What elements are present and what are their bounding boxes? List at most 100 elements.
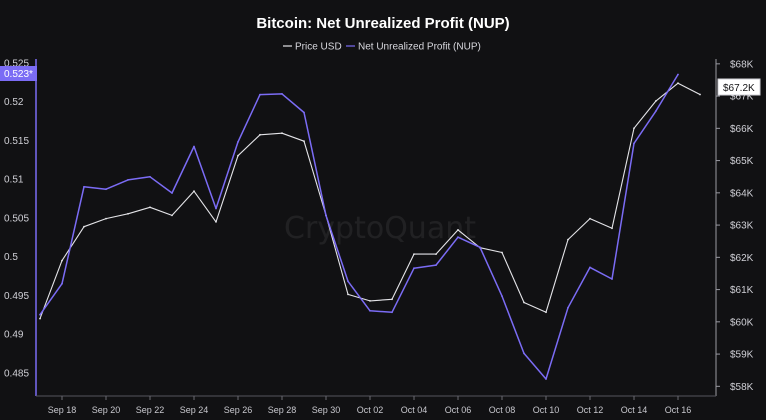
left-tick-label: 0.485 (4, 368, 29, 379)
nup-point (193, 145, 195, 148)
left-tick-label: 0.505 (4, 213, 29, 224)
nup-point (457, 236, 459, 239)
price-usd-point (105, 217, 107, 220)
nup-point (545, 378, 547, 380)
nup-point (369, 309, 371, 312)
x-tick-label: Oct 04 (401, 405, 428, 415)
nup-point (677, 73, 679, 76)
right-tick-label: $58K (730, 382, 754, 393)
badges: 0.523* $67.2K (0, 66, 761, 96)
left-badge-bg (0, 66, 37, 81)
nup-point (215, 207, 217, 210)
right-tick-label: $65K (730, 156, 754, 167)
x-tick-label: Oct 14 (621, 405, 648, 415)
x-tick-label: Sep 30 (312, 405, 341, 415)
x-tick-label: Oct 16 (665, 405, 692, 415)
x-tick-label: Oct 10 (533, 405, 560, 415)
nup-point (325, 214, 327, 217)
price-usd-point (149, 206, 151, 209)
nup-point (611, 278, 613, 280)
x-tick-label: Sep 20 (92, 405, 121, 415)
price-usd-point (39, 317, 41, 320)
right-badge-bg (717, 78, 761, 96)
nup-point (413, 267, 415, 270)
x-tick-label: Sep 24 (180, 405, 209, 415)
right-tick-label: $61K (730, 285, 754, 296)
price-usd-point (435, 253, 437, 256)
right-tick-label: $62K (730, 253, 754, 264)
price-usd-point (611, 227, 613, 230)
price-usd-point (567, 238, 569, 241)
price-usd-point (237, 154, 239, 157)
price-usd-point (501, 251, 503, 254)
nup-point (633, 142, 635, 145)
price-usd-point (171, 214, 173, 217)
nup-point (567, 306, 569, 309)
x-tick-label: Sep 28 (268, 405, 297, 415)
nup-point (303, 111, 305, 114)
right-badge-text: $67.2K (723, 83, 755, 94)
nup-point (435, 264, 437, 266)
x-tick-label: Oct 02 (357, 405, 384, 415)
nup-point (149, 175, 151, 178)
nup-point (259, 93, 261, 96)
nup-point (347, 280, 349, 283)
nup-point (523, 352, 525, 355)
price-usd-line (39, 82, 701, 319)
nup-point (655, 110, 657, 112)
price-usd-point (369, 300, 371, 302)
nup-point (391, 311, 393, 314)
price-usd-point (413, 253, 415, 256)
price-usd-point (193, 190, 195, 193)
watermark: CryptoQuant (284, 211, 476, 246)
right-axis: $68K $67K $66K $65K $64K $63K $62K $61K $60K $59K… (715, 59, 754, 396)
x-tick-label: Oct 08 (489, 405, 516, 415)
left-tick-label: 0.52 (4, 97, 24, 108)
price-usd-point (281, 132, 283, 135)
nup-line (39, 74, 679, 380)
nup-point (589, 266, 591, 269)
price-usd-point (699, 93, 701, 96)
right-tick-label: $63K (730, 221, 754, 232)
x-tick-label: Oct 12 (577, 405, 604, 415)
left-axis: 0.525 0.52 0.515 0.51 0.505 0.5 0.495 0.49 0.485 (4, 58, 37, 396)
price-usd-point (633, 127, 635, 130)
legend-label-price: Price USD (295, 42, 342, 53)
nup-point (105, 188, 107, 191)
right-value-badge: $67.2K (717, 78, 761, 96)
legend-label-nup: Net Unrealized Profit (NUP) (358, 42, 481, 53)
left-tick-label: 0.5 (4, 252, 18, 263)
right-tick-label: $67K (730, 92, 754, 103)
price-usd-point (523, 301, 525, 304)
nup-point (281, 93, 283, 95)
price-usd-point (677, 82, 679, 85)
nup-point (501, 295, 503, 297)
chart-title: Bitcoin: Net Unrealized Profit (NUP) (256, 15, 509, 32)
left-badge-text: 0.523* (4, 69, 33, 80)
price-usd-point (259, 133, 261, 136)
price-usd-point (655, 100, 657, 102)
price-usd-point (391, 298, 393, 301)
right-tick-label: $59K (730, 350, 754, 361)
price-usd-point (347, 293, 349, 296)
nup-point (127, 179, 129, 181)
x-tick-label: Sep 18 (48, 405, 77, 415)
left-tick-label: 0.49 (4, 330, 24, 341)
nup-point (237, 141, 239, 143)
x-tick-label: Sep 22 (136, 405, 165, 415)
right-tick-label: $64K (730, 188, 754, 199)
left-tick-label: 0.495 (4, 291, 29, 302)
x-axis: Sep 18 Sep 20 Sep 22 Sep 24 Sep 26 Sep 28 Sep … (36, 395, 716, 415)
price-usd-point (61, 259, 63, 262)
left-tick-label: 0.51 (4, 175, 24, 186)
nup-point (479, 246, 481, 249)
right-tick-label: $66K (730, 124, 754, 135)
price-usd-point (545, 311, 547, 314)
price-usd-point (457, 229, 459, 231)
x-tick-label: Oct 06 (445, 405, 472, 415)
left-tick-label: 0.515 (4, 136, 29, 147)
price-usd-point (215, 221, 217, 223)
price-usd-point (303, 140, 305, 143)
x-tick-label: Sep 26 (224, 405, 253, 415)
